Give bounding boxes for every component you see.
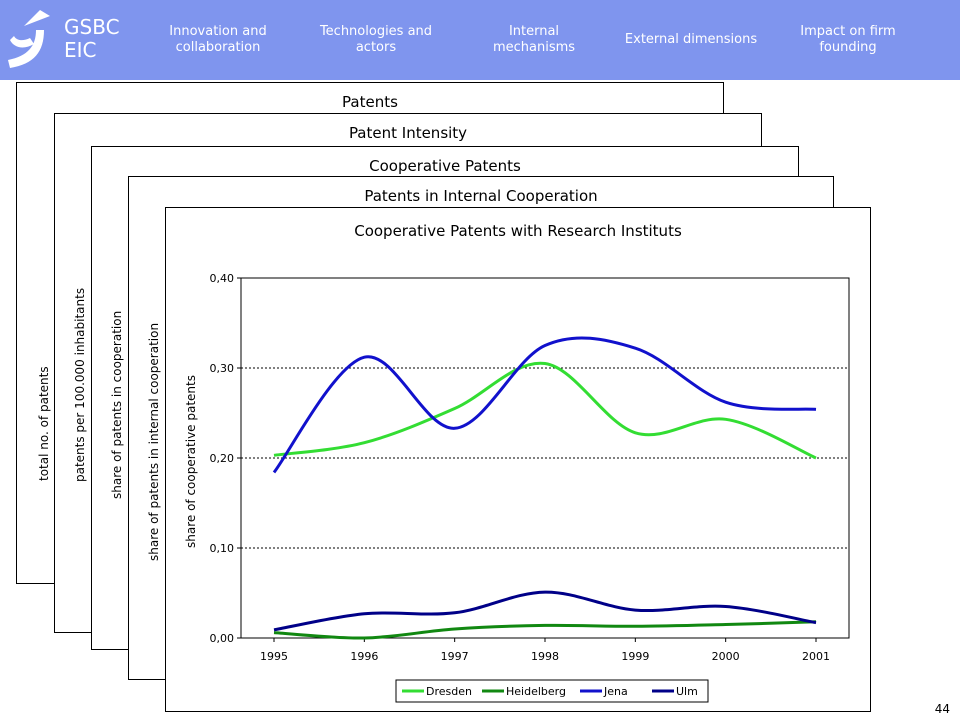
- card-ylabel: patents per 100.000 inhabitants: [73, 287, 87, 482]
- nav-technologies-actors[interactable]: Technologies and actors: [319, 24, 433, 55]
- card-title: Patent Intensity: [348, 124, 468, 142]
- logo-mark-icon: [8, 10, 50, 68]
- x-tick-label: 1997: [441, 650, 469, 663]
- gsbc-logo[interactable]: GSBC EIC: [0, 0, 140, 80]
- header-bar: GSBC EIC Innovation and collaboration Te…: [0, 0, 960, 80]
- card-title: Patents: [342, 93, 398, 111]
- x-tick-label: 1998: [531, 650, 559, 663]
- card-title: Patents in Internal Cooperation: [364, 187, 598, 205]
- x-tick-label: 1999: [621, 650, 649, 663]
- card-ylabel: share of patents in internal cooperation: [147, 322, 161, 561]
- series-line-dresden: [273, 361, 817, 460]
- card-title: Cooperative Patents: [369, 157, 521, 175]
- legend-label-jena: Jena: [603, 685, 628, 698]
- y-tick-label: 0,30: [210, 362, 235, 375]
- x-tick-label: 2000: [712, 650, 740, 663]
- legend: [395, 679, 709, 703]
- legend-label-dresden: Dresden: [426, 685, 472, 698]
- legend-label-ulm: Ulm: [676, 685, 698, 698]
- logo-text: GSBC EIC: [64, 16, 120, 62]
- x-tick-label: 1996: [350, 650, 378, 663]
- nav-external-dimensions[interactable]: External dimensions: [624, 32, 758, 47]
- card-ylabel: total no. of patents: [37, 366, 51, 481]
- y-tick-label: 0,10: [210, 542, 235, 555]
- line-chart: 0,00 0,10 0,20 0,30 0,40 1995 1996 1997 1998 1999…: [210, 272, 850, 703]
- card-ylabel: share of patents in cooperation: [110, 310, 124, 499]
- chart-card-research-institutes[interactable]: Cooperative Patents with Research Instit…: [165, 207, 871, 712]
- series-line-ulm: [273, 590, 817, 632]
- series-line-jena: [272, 336, 817, 474]
- y-tick-label: 0,40: [210, 272, 235, 285]
- y-tick-label: 0,20: [210, 452, 235, 465]
- nav-impact-firm-founding[interactable]: Impact on firm founding: [800, 24, 896, 55]
- logo-line-1: GSBC: [64, 15, 120, 39]
- chart-title: Cooperative Patents with Research Instit…: [354, 222, 682, 240]
- nav-internal-mechanisms[interactable]: Internal mechanisms: [492, 24, 576, 55]
- x-tick-label: 1995: [260, 650, 288, 663]
- series-line-heidelberg: [273, 620, 817, 640]
- legend-label-heidelberg: Heidelberg: [506, 685, 566, 698]
- x-tick-label: 2001: [802, 650, 830, 663]
- logo-line-2: EIC: [64, 38, 97, 62]
- page-number: 44: [934, 702, 950, 716]
- nav-innovation-collaboration[interactable]: Innovation and collaboration: [169, 24, 267, 55]
- y-tick-label: 0,00: [210, 632, 235, 645]
